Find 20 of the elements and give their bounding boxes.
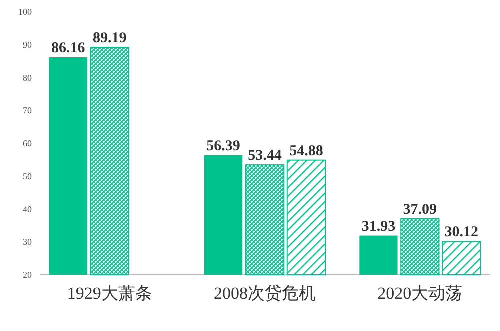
data-label: 54.88	[290, 143, 324, 160]
data-label: 31.93	[362, 218, 396, 235]
x-tick-label: 1929大萧条	[67, 284, 152, 303]
data-label: 53.44	[248, 148, 282, 164]
x-tick-label: 2020大动荡	[378, 284, 463, 303]
data-label: 89.19	[92, 30, 127, 47]
data-label: 37.09	[403, 202, 438, 218]
y-tick-label: 20	[23, 270, 32, 280]
y-tick-label: 70	[23, 106, 32, 116]
y-tick-label: 30	[23, 237, 32, 248]
y-tick-label: 80	[23, 72, 32, 83]
y-tick-label: 90	[23, 40, 32, 50]
y-tick-label: 100	[18, 7, 32, 17]
y-tick-label: 40	[23, 204, 32, 214]
data-label: 86.16	[52, 40, 86, 56]
data-label: 56.39	[206, 138, 240, 154]
y-tick-label: 50	[23, 171, 32, 182]
data-label: 30.12	[444, 224, 478, 241]
x-tick-label: 2008次贷危机	[214, 284, 316, 303]
y-tick-label: 60	[23, 138, 32, 148]
